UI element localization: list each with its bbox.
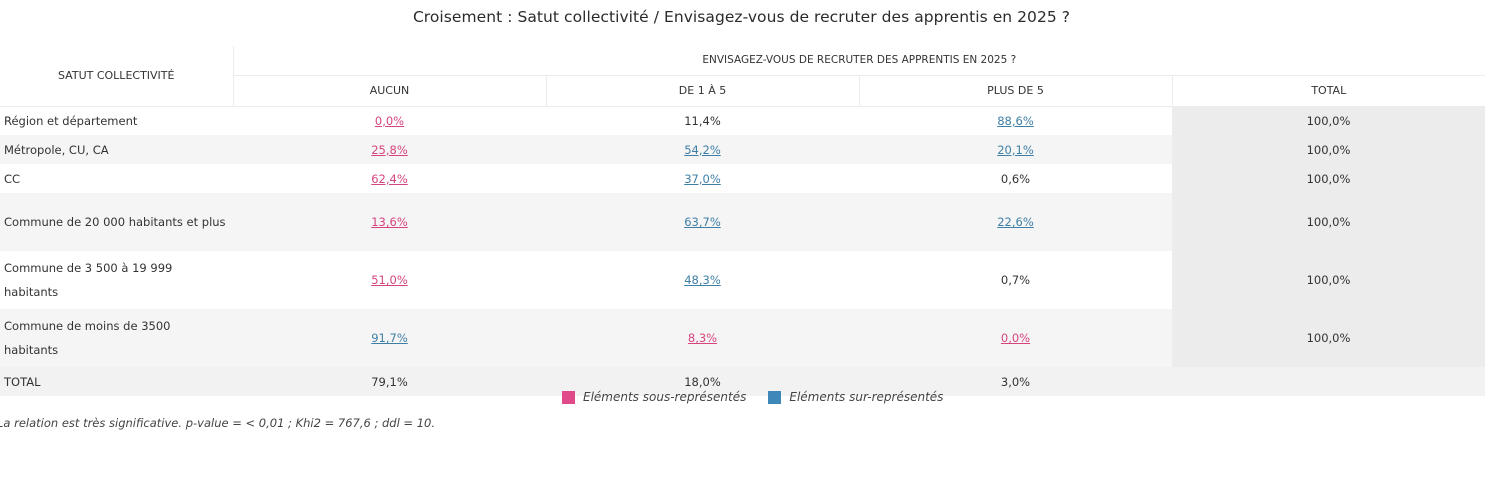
row-label: Commune de 20 000 habitants et plus	[0, 193, 233, 251]
row-total: 100,0%	[1172, 106, 1486, 135]
row-header-label: SATUT COLLECTIVITÉ	[0, 46, 233, 107]
legend: Eléments sous-représentés Eléments sur-r…	[562, 390, 965, 404]
cell-link[interactable]: 62,4%	[371, 171, 408, 186]
row-label: Région et département	[4, 113, 138, 128]
legend-item-under: Eléments sous-représentés	[562, 390, 746, 404]
row-label: CC	[4, 171, 21, 186]
legend-over-label: Eléments sur-représentés	[789, 390, 944, 404]
row-total: 100,0%	[1172, 164, 1486, 193]
row-total: 100,0%	[1172, 135, 1486, 164]
table-row: Commune de 3 500 à 19 999 habitants 51,0…	[0, 251, 1486, 309]
cell-link[interactable]: 0,0%	[374, 113, 405, 128]
total-value: 18,0%	[546, 367, 859, 396]
cell-value: 0,6%	[1000, 171, 1031, 186]
total-value: 79,1%	[233, 367, 546, 396]
row-label: Commune de 3 500 à 19 999 habitants	[4, 261, 173, 299]
cell-link[interactable]: 25,8%	[371, 142, 408, 157]
column-header-plus-de-5: PLUS DE 5	[858, 75, 1172, 107]
table-row: Région et département 0,0% 11,4% 88,6% 1…	[0, 106, 1486, 135]
cell-value: 0,7%	[1000, 273, 1031, 287]
cell-link[interactable]: 22,6%	[997, 215, 1034, 229]
total-row: TOTAL 79,1% 18,0% 3,0%	[0, 367, 1486, 396]
significance-note: La relation est très significative. p-va…	[0, 416, 436, 430]
cell-link[interactable]: 48,3%	[684, 273, 721, 287]
row-total: 100,0%	[1172, 309, 1486, 367]
legend-item-over: Eléments sur-représentés	[768, 390, 943, 404]
row-total: 100,0%	[1172, 193, 1486, 251]
cell-link[interactable]: 8,3%	[687, 331, 718, 345]
cell-value: 11,4%	[684, 113, 721, 128]
cell-link[interactable]: 91,7%	[371, 331, 408, 345]
table-row: Métropole, CU, CA 25,8% 54,2% 20,1% 100,…	[0, 135, 1486, 164]
column-header-aucun: AUCUN	[232, 75, 546, 107]
under-swatch	[562, 390, 575, 404]
cell-link[interactable]: 63,7%	[684, 215, 721, 229]
cell-link[interactable]: 37,0%	[684, 171, 721, 186]
table-row: CC 62,4% 37,0% 0,6% 100,0%	[0, 164, 1486, 193]
cell-link[interactable]: 51,0%	[371, 273, 408, 287]
page-title: Croisement : Satut collectivité / Envisa…	[412, 8, 1071, 26]
cell-link[interactable]: 13,6%	[371, 215, 408, 229]
table-row: Commune de moins de 3500 habitants 91,7%…	[0, 309, 1486, 367]
cell-link[interactable]: 20,1%	[997, 142, 1034, 157]
cell-link[interactable]: 0,0%	[1000, 331, 1031, 345]
row-label: Commune de moins de 3500 habitants	[0, 309, 233, 367]
total-value: 3,0%	[859, 367, 1172, 396]
over-swatch	[768, 390, 782, 404]
column-header-total: TOTAL	[1171, 75, 1486, 107]
cell-link[interactable]: 88,6%	[997, 113, 1034, 128]
cell-link[interactable]: 54,2%	[684, 142, 721, 157]
crosstab-table: SATUT COLLECTIVITÉ ENVISAGEZ-VOUS DE REC…	[0, 46, 1486, 396]
legend-under-label: Eléments sous-représentés	[583, 390, 747, 404]
row-total: 100,0%	[1172, 251, 1486, 309]
table-row: Commune de 20 000 habitants et plus 13,6…	[0, 193, 1486, 251]
column-header-1-a-5: DE 1 À 5	[545, 75, 859, 107]
group-header: ENVISAGEZ-VOUS DE RECRUTER DES APPRENTIS…	[232, 46, 1486, 76]
row-label: Métropole, CU, CA	[0, 135, 233, 164]
grand-total	[1172, 367, 1486, 396]
total-row-label: TOTAL	[0, 367, 233, 396]
